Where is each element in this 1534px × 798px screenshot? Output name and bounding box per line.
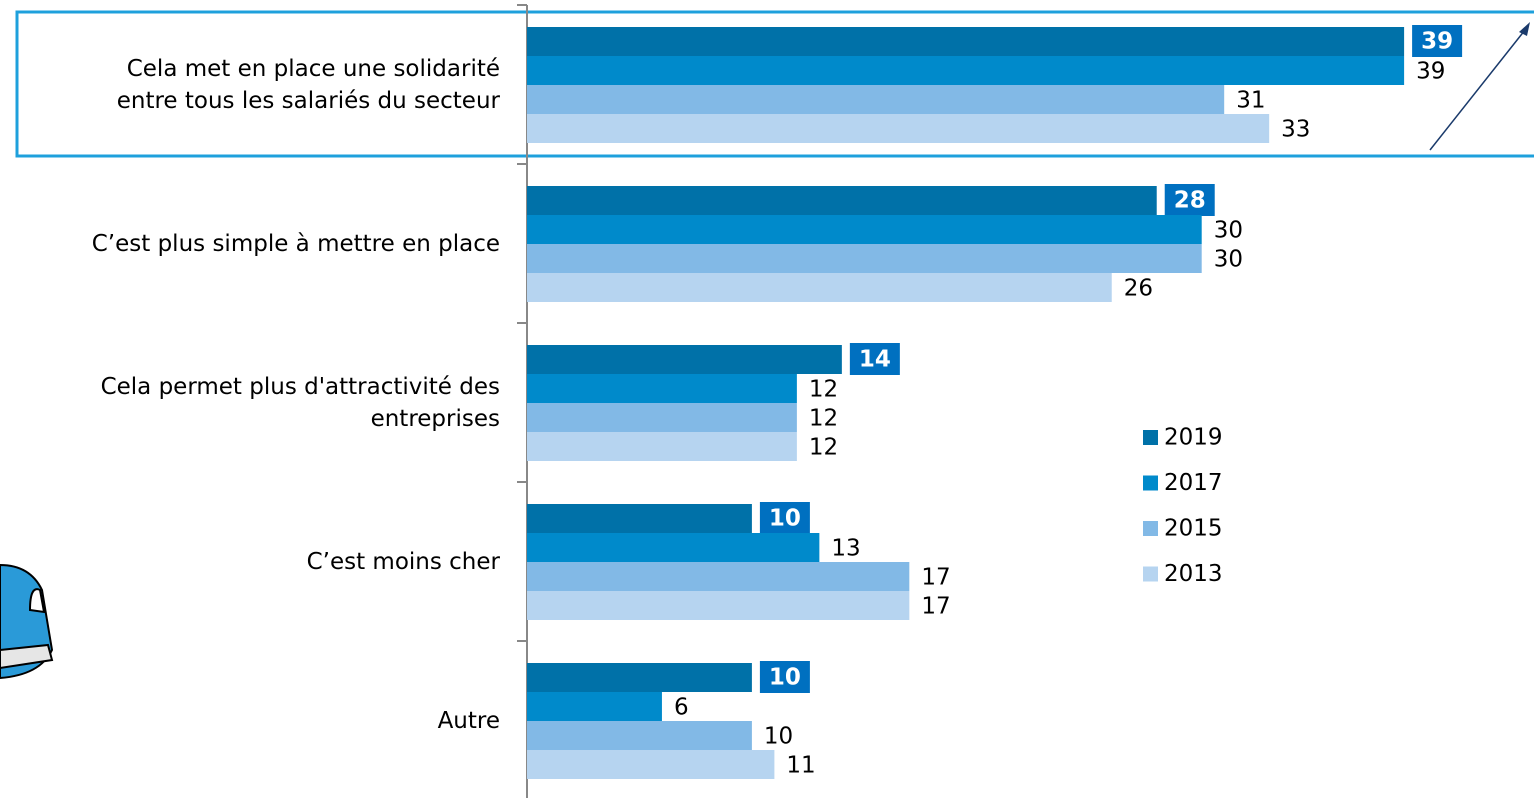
bar	[527, 721, 752, 750]
bar	[527, 186, 1157, 215]
value-label: 33	[1281, 117, 1310, 143]
bar	[527, 244, 1202, 273]
value-label: 39	[1421, 29, 1453, 55]
bar	[527, 374, 797, 403]
legend-swatch	[1143, 430, 1158, 445]
bar	[527, 56, 1405, 85]
value-label: 17	[921, 594, 950, 620]
value-label-box	[849, 343, 900, 375]
value-label: 30	[1214, 247, 1243, 273]
mascot	[0, 563, 54, 680]
legend-swatch	[1143, 566, 1158, 582]
bar	[527, 663, 752, 692]
arrow-head	[1519, 22, 1530, 36]
category-label: C’est moins cher	[306, 549, 500, 575]
bar	[527, 273, 1112, 302]
legend-label: 2015	[1164, 516, 1223, 542]
highlight-box	[15, 10, 1534, 158]
value-label-box	[759, 502, 810, 534]
bar	[527, 533, 820, 562]
bar	[527, 692, 662, 721]
value-label: 26	[1124, 276, 1153, 302]
legend-label: 2017	[1164, 470, 1223, 496]
value-label: 6	[674, 695, 689, 721]
category-label: C’est plus simple à mettre en place	[91, 231, 500, 257]
category-label: Autre	[437, 708, 500, 734]
legend-swatch	[1143, 475, 1158, 491]
bar	[527, 85, 1225, 114]
legend-swatch	[1143, 521, 1158, 536]
bar	[527, 591, 910, 620]
category-label: Cela permet plus d'attractivité des entr…	[100, 374, 500, 432]
value-label: 14	[859, 347, 891, 373]
bar	[527, 504, 752, 533]
value-label: 12	[809, 406, 838, 432]
value-label: 28	[1174, 188, 1206, 214]
value-label-box	[759, 661, 810, 693]
legend-label: 2013	[1164, 561, 1223, 587]
value-label: 39	[1416, 59, 1445, 85]
bar	[527, 403, 797, 432]
bar	[527, 27, 1405, 56]
value-label: 10	[769, 506, 801, 532]
category-label: Cela met en place une solidarité entre t…	[116, 56, 500, 114]
value-label: 12	[809, 435, 838, 461]
value-label: 10	[769, 665, 801, 691]
value-label: 31	[1236, 88, 1265, 114]
value-label: 13	[831, 536, 860, 562]
value-label-box	[1164, 184, 1215, 216]
legend-label: 2019	[1164, 425, 1223, 451]
value-label: 10	[764, 724, 793, 750]
value-label: 17	[921, 565, 950, 591]
bar	[527, 432, 797, 461]
bar	[527, 215, 1202, 244]
value-label: 12	[809, 377, 838, 403]
value-label-box	[1412, 25, 1463, 57]
value-label: 11	[786, 753, 815, 779]
value-label: 30	[1214, 218, 1243, 244]
trend-arrow	[1429, 29, 1526, 151]
bar	[527, 750, 775, 779]
bar	[527, 345, 842, 374]
bar	[527, 114, 1270, 143]
bar	[527, 562, 910, 591]
